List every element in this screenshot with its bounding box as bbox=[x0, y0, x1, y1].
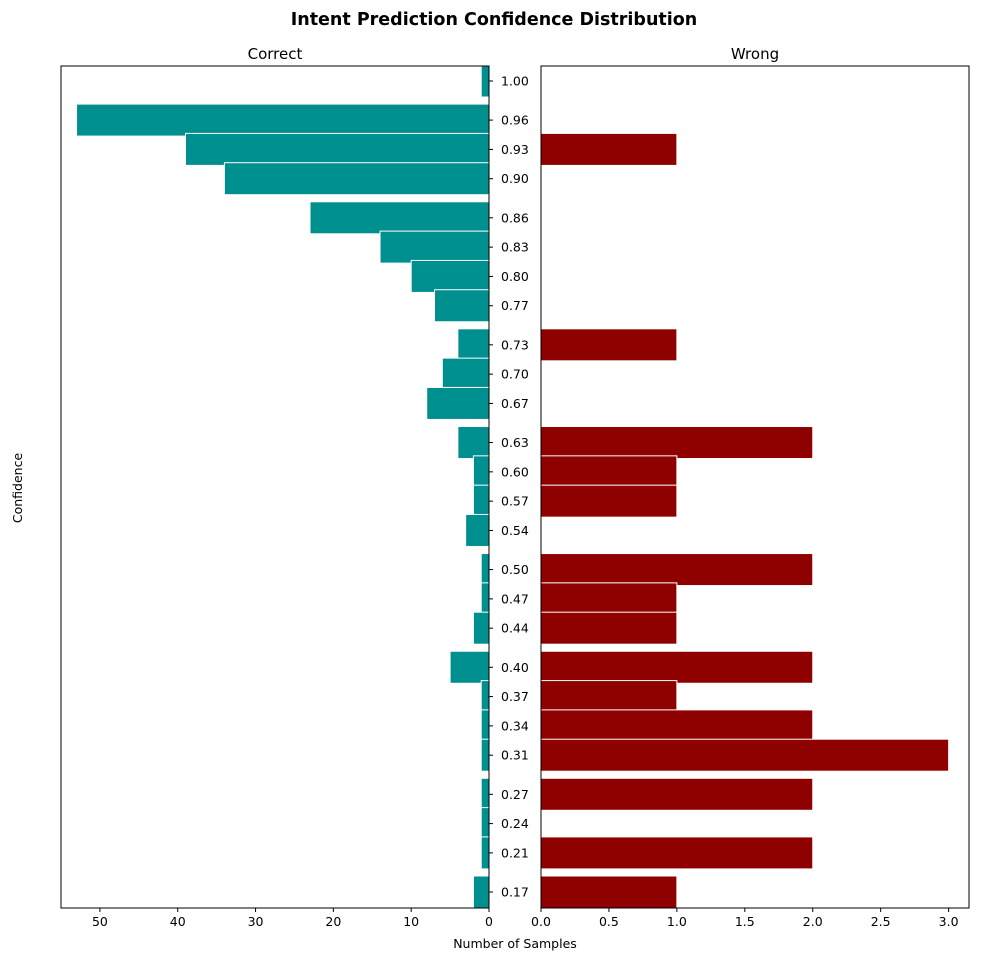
y-tick-label: 0.96 bbox=[501, 113, 529, 128]
correct-panel-title: Correct bbox=[248, 45, 303, 63]
correct-bar-0.31 bbox=[480, 738, 490, 772]
wrong-x-tick-label: 2.0 bbox=[803, 914, 823, 929]
wrong-x-tick-label: 2.5 bbox=[871, 914, 891, 929]
y-tick-label: 0.47 bbox=[501, 591, 529, 606]
wrong-bar-0.40 bbox=[540, 650, 814, 684]
correct-bar-0.17 bbox=[472, 875, 490, 909]
wrong-bar-0.37 bbox=[540, 680, 678, 714]
correct-bar-0.27 bbox=[480, 777, 490, 811]
correct-bar-0.54 bbox=[465, 513, 490, 547]
y-tick-label: 0.24 bbox=[501, 816, 529, 831]
y-tick-label: 0.70 bbox=[501, 367, 529, 382]
wrong-bar-0.57 bbox=[540, 484, 678, 518]
wrong-bar-0.17 bbox=[540, 875, 678, 909]
correct-bar-0.96 bbox=[76, 103, 490, 137]
x-axis-label: Number of Samples bbox=[453, 936, 577, 951]
correct-bar-0.90 bbox=[223, 162, 490, 196]
y-tick-label: 0.73 bbox=[501, 337, 529, 352]
correct-bar-0.60 bbox=[472, 455, 490, 489]
correct-x-tick-label: 40 bbox=[170, 914, 186, 929]
correct-bar-0.93 bbox=[185, 132, 490, 166]
correct-bar-0.21 bbox=[480, 836, 490, 870]
y-tick-label: 0.90 bbox=[501, 171, 529, 186]
correct-bar-0.70 bbox=[441, 357, 490, 391]
wrong-x-tick-label: 1.5 bbox=[735, 914, 755, 929]
correct-bar-0.83 bbox=[379, 230, 490, 264]
wrong-panel-title: Wrong bbox=[731, 45, 779, 63]
y-tick-label: 0.83 bbox=[501, 240, 529, 255]
y-tick-label: 0.44 bbox=[501, 621, 529, 636]
correct-x-tick-label: 50 bbox=[92, 914, 108, 929]
wrong-bar-0.93 bbox=[540, 132, 678, 166]
wrong-bar-0.47 bbox=[540, 582, 678, 616]
wrong-bar-0.63 bbox=[540, 426, 814, 460]
y-tick-label: 0.77 bbox=[501, 298, 529, 313]
y-tick-label: 0.37 bbox=[501, 689, 529, 704]
y-tick-label: 0.17 bbox=[501, 885, 529, 900]
wrong-bar-0.21 bbox=[540, 836, 814, 870]
correct-x-tick-label: 30 bbox=[248, 914, 264, 929]
y-tick-label: 0.57 bbox=[501, 494, 529, 509]
y-tick-label: 0.34 bbox=[501, 718, 529, 733]
wrong-bar-0.31 bbox=[540, 738, 950, 772]
y-tick-label: 0.67 bbox=[501, 396, 529, 411]
correct-x-tick-label: 20 bbox=[325, 914, 341, 929]
correct-bar-0.67 bbox=[426, 386, 490, 420]
wrong-bar-0.60 bbox=[540, 455, 678, 489]
wrong-bar-0.27 bbox=[540, 777, 814, 811]
correct-x-tick-label: 0 bbox=[485, 914, 493, 929]
correct-bar-0.77 bbox=[434, 289, 490, 323]
correct-bar-0.24 bbox=[480, 807, 490, 841]
y-tick-label: 0.63 bbox=[501, 435, 529, 450]
correct-bar-0.47 bbox=[480, 582, 490, 616]
y-tick-label: 0.54 bbox=[501, 523, 529, 538]
axis-ticks: 1.000.960.930.900.860.830.800.770.730.70… bbox=[92, 74, 959, 930]
y-tick-label: 0.80 bbox=[501, 269, 529, 284]
y-tick-label: 0.40 bbox=[501, 660, 529, 675]
y-tick-label: 0.93 bbox=[501, 142, 529, 157]
y-tick-label: 0.60 bbox=[501, 464, 529, 479]
correct-bar-0.63 bbox=[457, 426, 490, 460]
y-tick-label: 0.50 bbox=[501, 562, 529, 577]
correct-panel-frame bbox=[60, 65, 490, 909]
wrong-bar-0.44 bbox=[540, 611, 678, 645]
correct-bar-1.00 bbox=[480, 64, 490, 98]
correct-bar-0.34 bbox=[480, 709, 490, 743]
wrong-panel-frame bbox=[540, 65, 970, 909]
correct-bar-0.86 bbox=[309, 201, 490, 235]
wrong-x-tick-label: 3.0 bbox=[939, 914, 959, 929]
correct-bar-0.57 bbox=[472, 484, 490, 518]
correct-bar-0.50 bbox=[480, 553, 490, 587]
y-tick-label: 1.00 bbox=[501, 74, 529, 89]
correct-bars bbox=[76, 64, 490, 909]
y-tick-label: 0.86 bbox=[501, 210, 529, 225]
y-tick-label: 0.31 bbox=[501, 748, 529, 763]
wrong-x-tick-label: 0.0 bbox=[531, 914, 551, 929]
wrong-x-tick-label: 0.5 bbox=[599, 914, 619, 929]
correct-bar-0.73 bbox=[457, 328, 490, 362]
correct-x-tick-label: 10 bbox=[403, 914, 419, 929]
wrong-bar-0.73 bbox=[540, 328, 678, 362]
y-axis-label: Confidence bbox=[10, 453, 25, 524]
correct-bar-0.80 bbox=[410, 259, 490, 293]
correct-bar-0.40 bbox=[449, 650, 490, 684]
chart-title: Intent Prediction Confidence Distributio… bbox=[291, 10, 698, 30]
correct-bar-0.37 bbox=[480, 680, 490, 714]
wrong-x-tick-label: 1.0 bbox=[667, 914, 687, 929]
correct-bar-0.44 bbox=[472, 611, 490, 645]
wrong-bar-0.50 bbox=[540, 553, 814, 587]
wrong-bar-0.34 bbox=[540, 709, 814, 743]
wrong-bars bbox=[540, 132, 950, 909]
y-tick-label: 0.21 bbox=[501, 845, 529, 860]
y-tick-label: 0.27 bbox=[501, 787, 529, 802]
